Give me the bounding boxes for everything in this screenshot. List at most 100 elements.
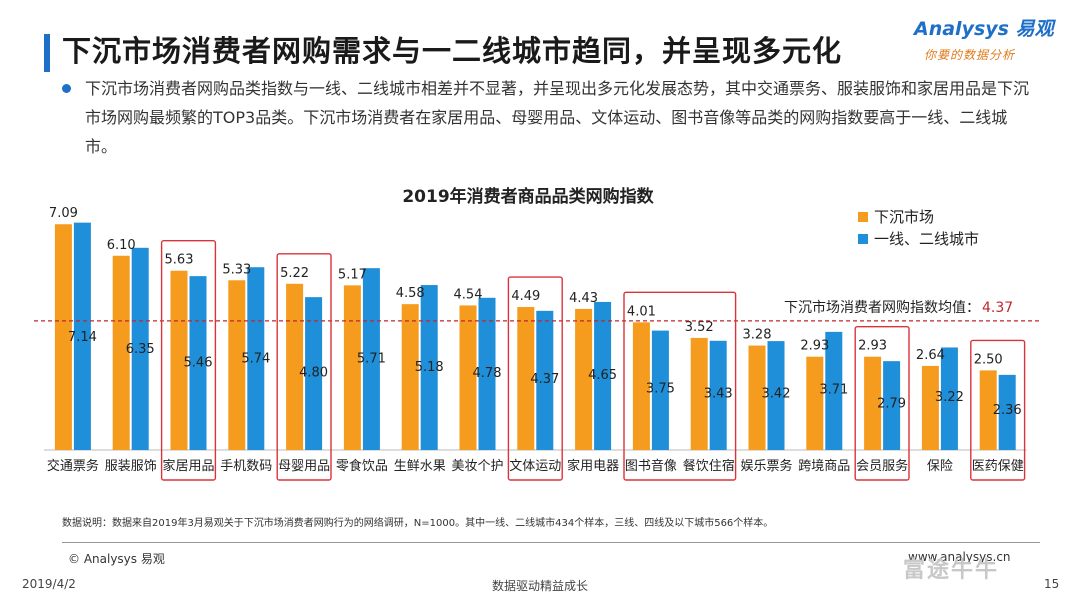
bar-下沉市场-跨境商品 [806, 356, 824, 450]
copyright-text: © Analysys 易观 [68, 552, 165, 566]
brand-logo: Analysys 易观 你要的数据分析 [914, 14, 1064, 70]
page-number: 15 [1044, 577, 1060, 591]
x-tick-label-图书音像: 图书音像 [625, 458, 677, 474]
bar-一线、二线城市-餐饮住宿 [709, 340, 727, 450]
chart-title: 2019年消费者商品品类网购指数 [402, 186, 654, 207]
data-label-一线、二线城市-保险: 3.22 [935, 390, 964, 405]
x-tick-label-交通票务: 交通票务 [47, 458, 99, 474]
data-label-下沉市场-家用电器: 4.43 [569, 291, 598, 306]
bar-一线、二线城市-会员服务 [883, 361, 901, 450]
bar-一线、二线城市-娱乐票务 [767, 341, 785, 450]
description-text: 下沉市场消费者网购品类指数与一线、二线城市相差并不显著，并呈现出多元化发展态势，… [85, 79, 1030, 156]
highlight-box-文体运动 [507, 276, 563, 481]
logo-sub-text: 你要的数据分析 [924, 48, 1016, 62]
x-tick-label-文体运动: 文体运动 [509, 459, 561, 474]
title-accent-bar [44, 34, 50, 72]
x-tick-label-生鲜水果: 生鲜水果 [394, 459, 446, 474]
bar-下沉市场-家居用品 [170, 270, 188, 450]
x-tick-label-手机数码: 手机数码 [220, 459, 272, 474]
bar-下沉市场-美妆个护 [459, 305, 477, 450]
bar-下沉市场-手机数码 [228, 280, 246, 450]
legend-swatch-一线、二线城市 [858, 234, 868, 244]
bar-下沉市场-零食饮品 [343, 285, 361, 450]
data-label-一线、二线城市-会员服务: 2.79 [877, 396, 906, 411]
data-label-下沉市场-生鲜水果: 4.58 [396, 286, 425, 301]
x-tick-label-服装服饰: 服装服饰 [105, 459, 157, 474]
data-label-一线、二线城市-家居用品: 5.46 [184, 356, 213, 371]
data-label-一线、二线城市-餐饮住宿: 3.43 [704, 387, 733, 402]
bar-一线、二线城市-图书音像 [651, 330, 669, 450]
data-label-下沉市场-服装服饰: 6.10 [107, 238, 136, 253]
bar-一线、二线城市-家居用品 [189, 276, 207, 450]
bar-一线、二线城市-跨境商品 [825, 331, 843, 450]
data-note: 数据说明：数据来自2019年3月易观关于下沉市场消费者网购行为的网络调研，N=1… [62, 518, 774, 529]
data-label-下沉市场-文体运动: 4.49 [511, 289, 540, 304]
x-tick-label-医药保健: 医药保健 [972, 459, 1024, 474]
data-label-下沉市场-图书音像: 4.01 [627, 304, 656, 319]
highlight-box-家居用品 [160, 240, 217, 481]
bar-下沉市场-保险 [921, 365, 939, 450]
bar-下沉市场-家用电器 [575, 308, 593, 450]
footer-date: 2019/4/2 [22, 577, 76, 591]
bar-下沉市场-文体运动 [517, 307, 535, 450]
bar-一线、二线城市-母婴用品 [305, 297, 323, 450]
highlight-box-图书音像-餐饮住宿 [623, 291, 737, 481]
bar-一线、二线城市-家用电器 [594, 301, 612, 450]
bar-一线、二线城市-生鲜水果 [420, 285, 438, 450]
highlight-box-母婴用品 [276, 253, 332, 481]
data-label-一线、二线城市-手机数码: 5.74 [241, 351, 270, 366]
x-tick-label-家用电器: 家用电器 [567, 458, 619, 474]
category-index-chart: 2019年消费者商品品类网购指数 7.09 7.14 交通票务 6.10 6.35 服装服饰… [34, 186, 1040, 481]
data-label-一线、二线城市-家用电器: 4.65 [588, 368, 617, 383]
x-tick-label-餐饮住宿: 餐饮住宿 [683, 458, 735, 474]
bar-下沉市场-服装服饰 [112, 255, 130, 450]
x-tick-label-母婴用品: 母婴用品 [278, 459, 330, 474]
bar-下沉市场-交通票务 [54, 224, 72, 450]
mean-reference-label: 下沉市场消费者网购指数均值： [784, 299, 980, 316]
bar-下沉市场-母婴用品 [286, 283, 304, 450]
bar-下沉市场-娱乐票务 [748, 345, 766, 450]
platform-watermark: 富途牛牛 [903, 558, 1000, 583]
data-label-下沉市场-餐饮住宿: 3.52 [685, 320, 714, 335]
bar-一线、二线城市-服装服饰 [131, 247, 149, 450]
data-label-下沉市场-母婴用品: 5.22 [280, 266, 309, 281]
data-label-一线、二线城市-医药保健: 2.36 [993, 403, 1022, 418]
x-tick-label-娱乐票务: 娱乐票务 [740, 458, 792, 474]
data-label-一线、二线城市-交通票务: 7.14 [68, 330, 97, 345]
bar-下沉市场-餐饮住宿 [690, 337, 708, 450]
data-label-一线、二线城市-图书音像: 3.75 [646, 382, 675, 397]
x-tick-label-零食饮品: 零食饮品 [336, 458, 388, 474]
legend-swatch-下沉市场 [858, 212, 868, 222]
x-tick-label-家居用品: 家居用品 [162, 458, 214, 474]
x-tick-label-保险: 保险 [927, 459, 953, 474]
data-label-一线、二线城市-娱乐票务: 3.42 [762, 387, 791, 402]
data-label-下沉市场-保险: 2.64 [916, 348, 945, 363]
mean-reference-value: 4.37 [982, 300, 1013, 316]
x-tick-label-会员服务: 会员服务 [856, 458, 908, 474]
data-label-下沉市场-零食饮品: 5.17 [338, 267, 367, 282]
x-tick-label-美妆个护: 美妆个护 [451, 459, 503, 474]
x-tick-label-跨境商品: 跨境商品 [798, 459, 850, 474]
data-label-下沉市场-交通票务: 7.09 [49, 206, 78, 221]
bar-一线、二线城市-医药保健 [998, 374, 1016, 450]
data-label-下沉市场-手机数码: 5.33 [222, 262, 251, 277]
bullet-dot-icon [62, 84, 71, 93]
bar-下沉市场-图书音像 [632, 322, 650, 450]
highlight-box-会员服务 [854, 326, 910, 481]
data-label-下沉市场-会员服务: 2.93 [858, 339, 887, 354]
bar-一线、二线城市-零食饮品 [362, 268, 380, 450]
bar-一线、二线城市-保险 [940, 347, 958, 450]
bar-下沉市场-会员服务 [864, 356, 882, 450]
legend-label-下沉市场: 下沉市场 [874, 208, 934, 226]
data-label-下沉市场-医药保健: 2.50 [974, 352, 1003, 367]
data-label-一线、二线城市-零食饮品: 5.71 [357, 352, 386, 367]
data-label-一线、二线城市-跨境商品: 3.71 [819, 382, 848, 397]
data-label-一线、二线城市-母婴用品: 4.80 [299, 366, 328, 381]
data-label-下沉市场-美妆个护: 4.54 [454, 287, 483, 302]
data-label-一线、二线城市-文体运动: 4.37 [530, 372, 559, 387]
footer-slogan: 数据驱动精益成长 [492, 579, 589, 593]
data-label-下沉市场-家居用品: 5.63 [165, 253, 194, 268]
logo-main-text: Analysys 易观 [914, 18, 1054, 40]
bar-下沉市场-生鲜水果 [401, 304, 419, 450]
data-label-一线、二线城市-服装服饰: 6.35 [126, 342, 155, 357]
